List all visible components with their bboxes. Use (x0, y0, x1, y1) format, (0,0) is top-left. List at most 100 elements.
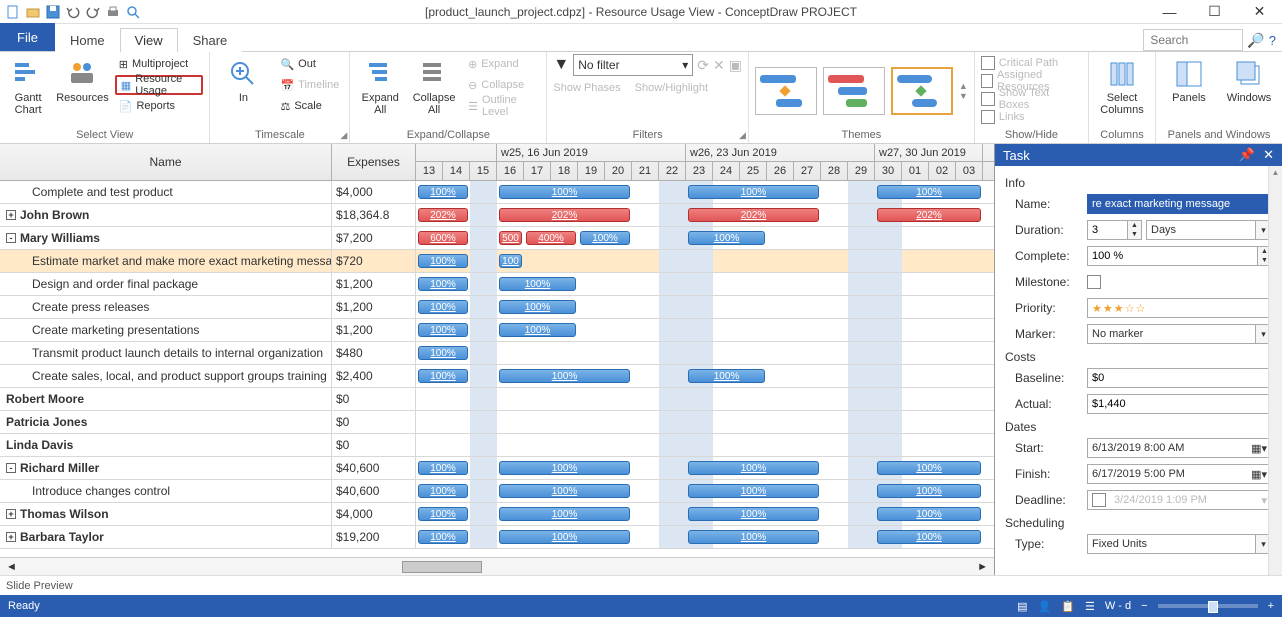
table-row[interactable]: +John Brown$18,364.8202%202%202%202% (0, 204, 994, 227)
tab-share[interactable]: Share (178, 28, 243, 52)
table-row[interactable]: Estimate market and make more exact mark… (0, 250, 994, 273)
table-row[interactable]: Create sales, local, and product support… (0, 365, 994, 388)
status-icon-1[interactable]: ▤ (1017, 600, 1027, 613)
table-row[interactable]: Robert Moore$0 (0, 388, 994, 411)
usage-bar[interactable]: 100% (418, 461, 468, 475)
pin-icon[interactable]: 📌 (1239, 147, 1255, 163)
zoom-in-button[interactable]: In (216, 54, 270, 104)
usage-bar[interactable]: 202% (418, 208, 468, 222)
table-row[interactable]: Transmit product launch details to inter… (0, 342, 994, 365)
table-row[interactable]: Introduce changes control$40,600100%100%… (0, 480, 994, 503)
usage-bar[interactable]: 100% (688, 484, 819, 498)
usage-bar[interactable]: 100% (499, 461, 630, 475)
usage-bar[interactable]: 100% (688, 369, 765, 383)
milestone-checkbox[interactable] (1087, 275, 1101, 289)
table-row[interactable]: Linda Davis$0 (0, 434, 994, 457)
start-date-input[interactable]: 6/13/2019 8:00 AM▦▾ (1087, 438, 1272, 458)
usage-bar[interactable]: 100% (418, 346, 468, 360)
qat-preview-icon[interactable] (124, 3, 142, 21)
scroll-left-icon[interactable]: ◄ (0, 561, 23, 573)
usage-bar[interactable]: 100% (499, 484, 630, 498)
collapse-all-button[interactable]: Collapse All (410, 54, 458, 116)
expand-toggle[interactable]: + (6, 210, 16, 220)
horizontal-scrollbar[interactable]: ◄ ► (0, 557, 994, 575)
expand-toggle[interactable]: - (6, 463, 16, 473)
usage-bar[interactable]: 400% (526, 231, 576, 245)
usage-bar[interactable]: 100% (418, 484, 468, 498)
resource-usage-button[interactable]: ▦Resource Usage (115, 75, 204, 95)
table-row[interactable]: -Richard Miller$40,600100%100%100%100% (0, 457, 994, 480)
actual-input[interactable] (1087, 394, 1272, 414)
duration-spinner[interactable]: ▲▼ (1128, 220, 1142, 240)
duration-input[interactable] (1087, 220, 1128, 240)
qat-save-icon[interactable] (44, 3, 62, 21)
usage-bar[interactable]: 100% (418, 254, 468, 268)
usage-bar[interactable]: 100% (688, 507, 819, 521)
theme-2[interactable] (823, 67, 885, 115)
usage-bar[interactable]: 100% (877, 185, 981, 199)
usage-bar[interactable]: 100% (688, 530, 819, 544)
usage-bar[interactable]: 100% (877, 484, 981, 498)
usage-bar[interactable]: 100% (688, 461, 819, 475)
table-row[interactable]: Patricia Jones$0 (0, 411, 994, 434)
qat-new-icon[interactable] (4, 3, 22, 21)
usage-bar[interactable]: 100% (499, 300, 576, 314)
zoom-in-icon[interactable]: + (1268, 600, 1274, 612)
table-row[interactable]: +Thomas Wilson$4,000100%100%100%100% (0, 503, 994, 526)
usage-bar[interactable]: 100% (499, 530, 630, 544)
usage-bar[interactable]: 100% (499, 185, 630, 199)
timescale-dialog-launcher[interactable]: ◢ (340, 130, 347, 141)
table-row[interactable]: Design and order final package$1,200100%… (0, 273, 994, 296)
usage-bar[interactable]: 100% (688, 185, 819, 199)
table-row[interactable]: Create press releases$1,200100%100% (0, 296, 994, 319)
deadline-date-input[interactable]: 3/24/2019 1:09 PM▾ (1087, 490, 1272, 510)
minimize-button[interactable]: — (1147, 0, 1192, 24)
qat-undo-icon[interactable] (64, 3, 82, 21)
table-row[interactable]: Complete and test product$4,000100%100%1… (0, 181, 994, 204)
zoom-out-icon[interactable]: − (1141, 600, 1147, 612)
col-header-expenses[interactable]: Expenses (332, 144, 416, 180)
usage-bar[interactable]: 500 (499, 231, 522, 245)
baseline-input[interactable] (1087, 368, 1272, 388)
usage-bar[interactable]: 100% (688, 231, 765, 245)
tab-file[interactable]: File (0, 23, 55, 51)
usage-bar[interactable]: 100% (418, 323, 468, 337)
usage-bar[interactable]: 100% (418, 530, 468, 544)
usage-bar[interactable]: 100% (418, 185, 468, 199)
close-button[interactable]: ✕ (1237, 0, 1282, 24)
slide-preview-bar[interactable]: Slide Preview (0, 575, 1282, 595)
expand-toggle[interactable]: + (6, 532, 16, 542)
theme-3[interactable] (891, 67, 953, 115)
status-icon-2[interactable]: 👤 (1038, 600, 1052, 613)
usage-bar[interactable]: 100% (418, 300, 468, 314)
windows-button[interactable]: Windows (1222, 54, 1276, 104)
usage-bar[interactable]: 100% (877, 507, 981, 521)
usage-bar[interactable]: 100% (499, 323, 576, 337)
usage-bar[interactable]: 202% (877, 208, 981, 222)
search-input[interactable] (1143, 29, 1243, 51)
multiproject-button[interactable]: ⊞Multiproject (115, 54, 204, 74)
table-row[interactable]: -Mary Williams$7,200600%500400%100%100% (0, 227, 994, 250)
duration-unit[interactable]: Days (1146, 220, 1256, 240)
scroll-right-icon[interactable]: ► (971, 561, 994, 573)
filters-dialog-launcher[interactable]: ◢ (739, 130, 746, 141)
reports-button[interactable]: 📄Reports (115, 96, 204, 116)
name-input[interactable] (1087, 194, 1272, 214)
expand-toggle[interactable]: + (6, 509, 16, 519)
panel-scrollbar[interactable]: ▲ (1268, 166, 1282, 575)
table-row[interactable]: +Barbara Taylor$19,200100%100%100%100% (0, 526, 994, 549)
expand-all-button[interactable]: Expand All (356, 54, 404, 116)
usage-bar[interactable]: 600% (418, 231, 468, 245)
usage-bar[interactable]: 100% (418, 369, 468, 383)
usage-bar[interactable]: 202% (499, 208, 630, 222)
usage-bar[interactable]: 100% (877, 461, 981, 475)
usage-bar[interactable]: 100% (877, 530, 981, 544)
calendar-icon[interactable]: ▦▾ (1251, 442, 1267, 455)
filter-combo[interactable]: No filter ▾ (573, 54, 693, 76)
binoculars-icon[interactable]: 🔎 (1247, 32, 1264, 49)
usage-bar[interactable]: 100% (418, 277, 468, 291)
scroll-thumb[interactable] (402, 561, 482, 573)
qat-open-icon[interactable] (24, 3, 42, 21)
usage-bar[interactable]: 100% (418, 507, 468, 521)
status-icon-4[interactable]: ☰ (1085, 600, 1095, 613)
